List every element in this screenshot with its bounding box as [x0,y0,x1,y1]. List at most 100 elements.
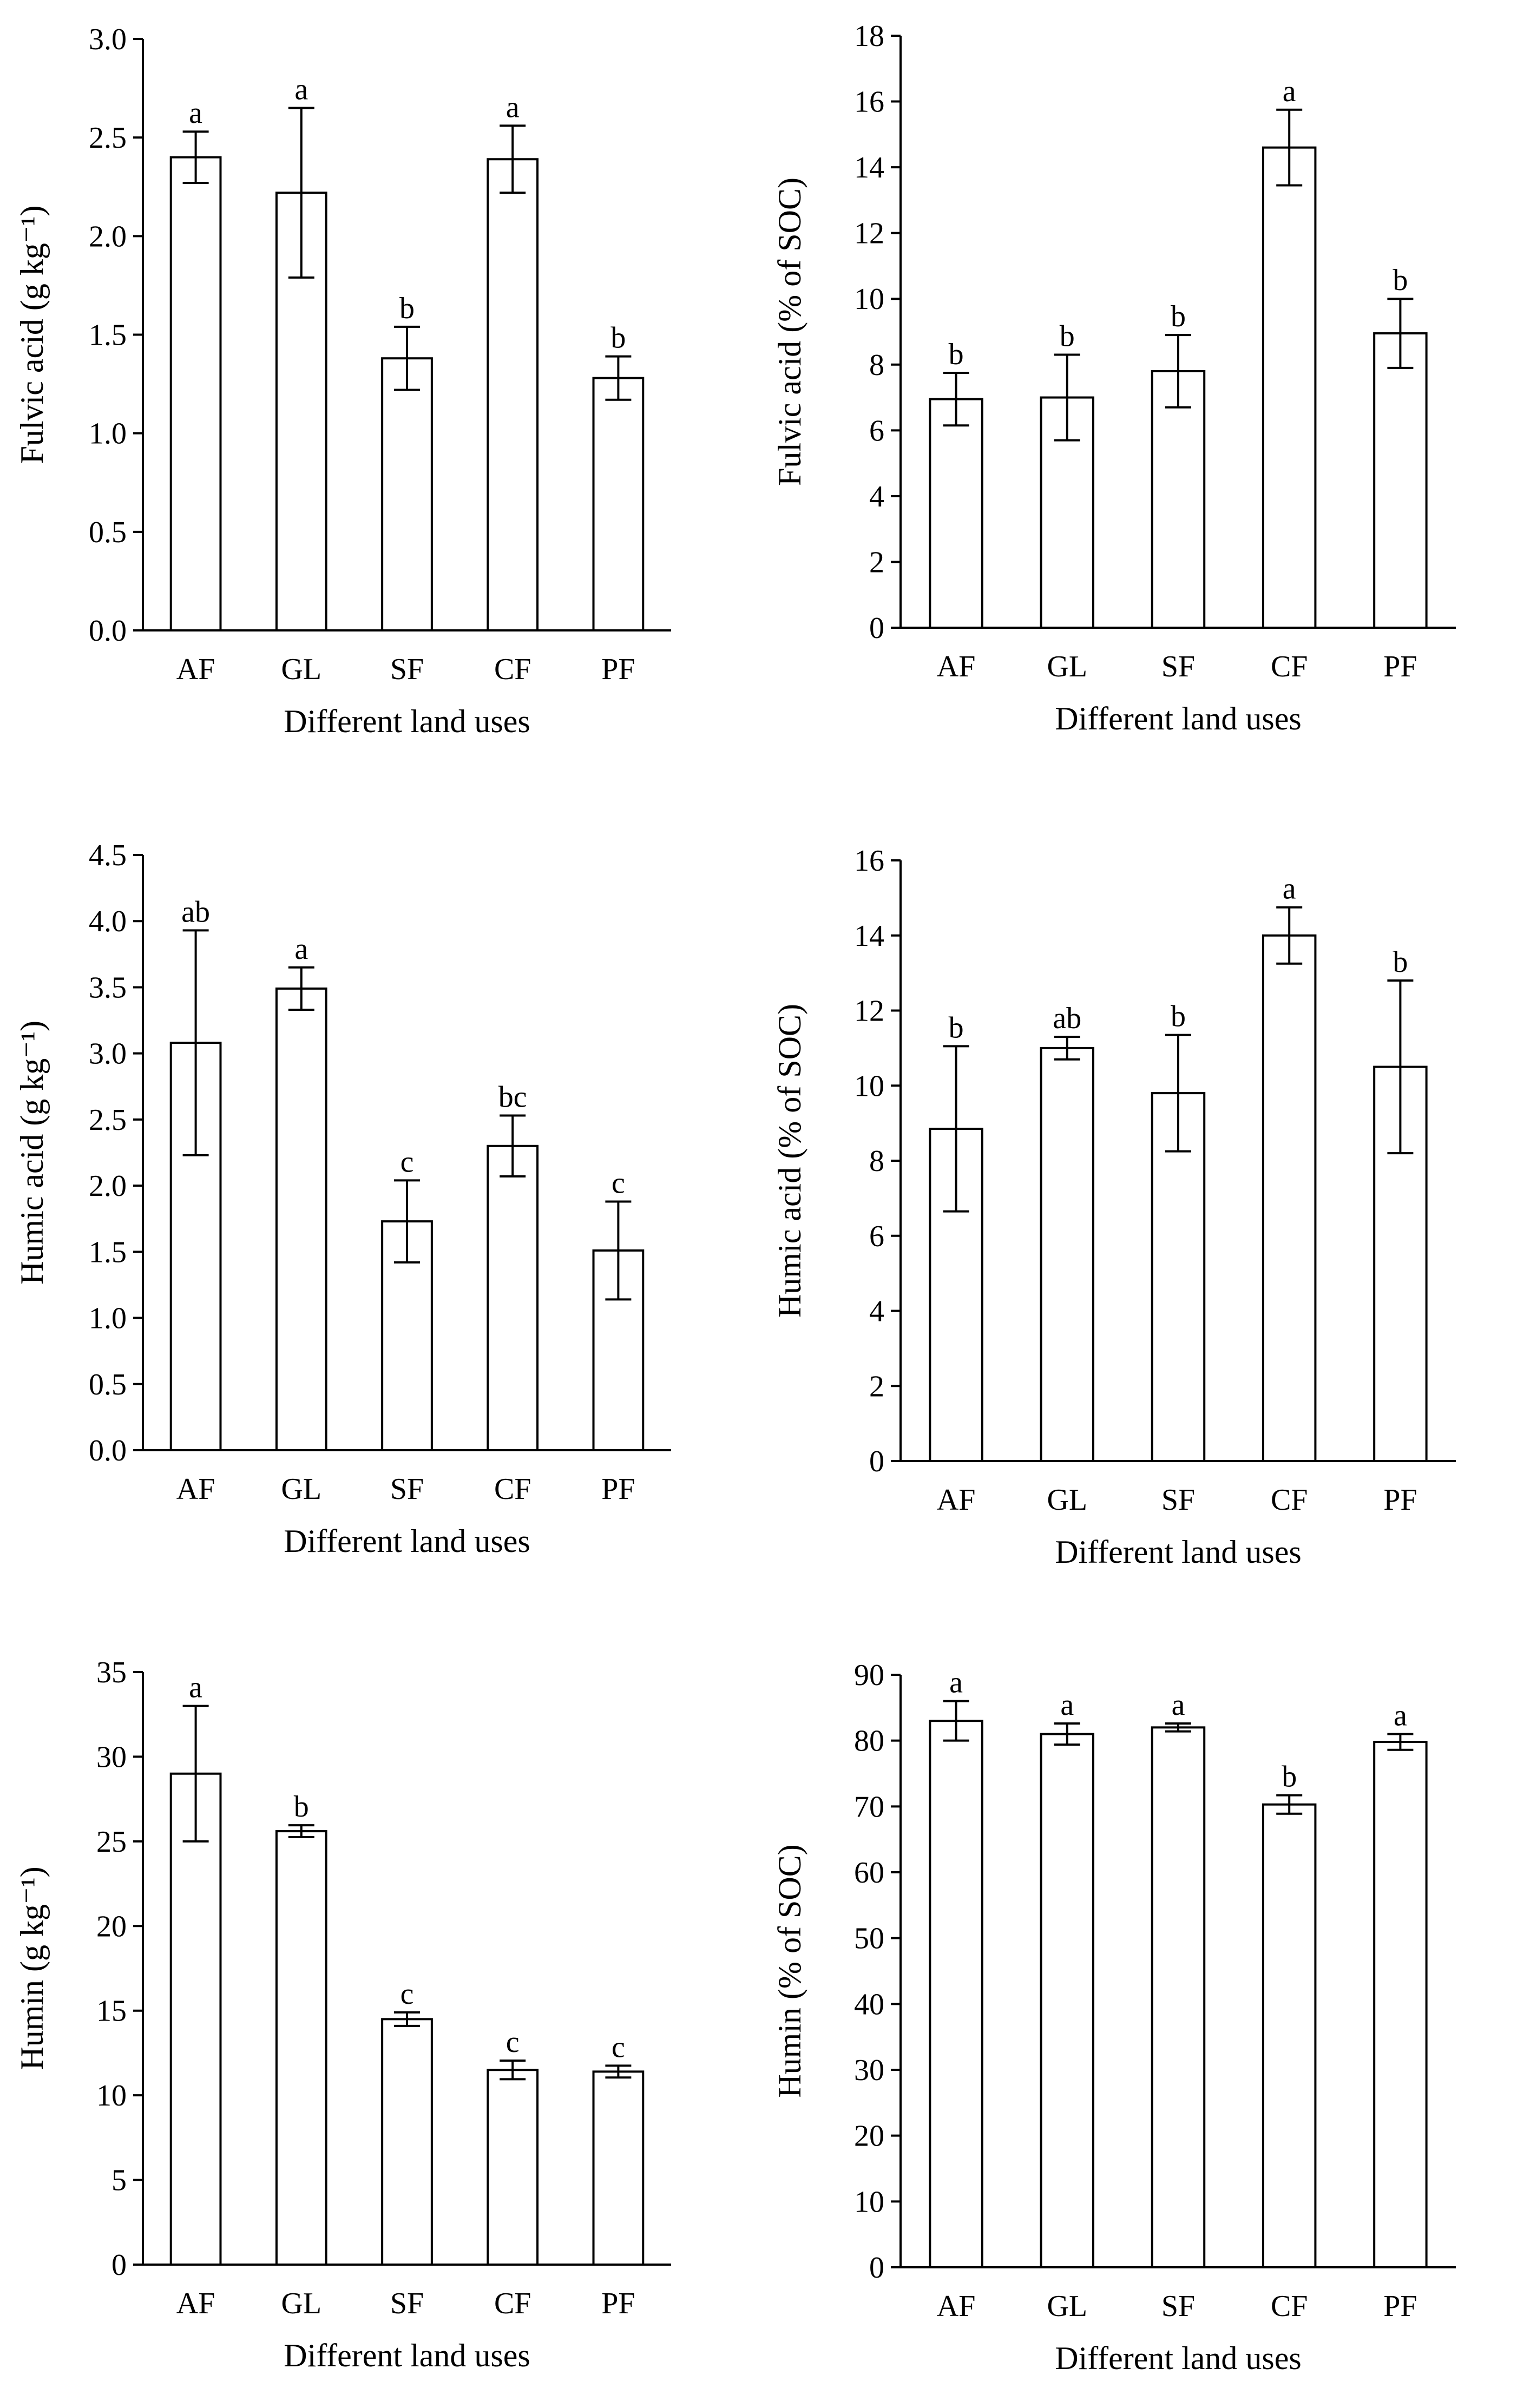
bar-SF [381,2018,433,2266]
y-tick-label: 50 [854,1922,884,1956]
x-tick-label: CF [494,653,531,686]
y-tick-label: 2 [869,545,884,579]
x-tick-label: PF [1383,2289,1417,2323]
x-axis-title: Different land uses [1055,1534,1301,1570]
significance-label: ab [181,895,210,929]
x-tick-label: GL [1047,2289,1087,2323]
y-tick-label: 25 [96,1825,127,1859]
x-tick-label: CF [1271,650,1308,683]
bar-GL [1040,1047,1095,1462]
y-tick-label: 4 [869,480,884,514]
x-axis-title: Different land uses [284,2338,530,2373]
significance-label: c [400,1977,414,2011]
x-tick-label: PF [1383,650,1417,683]
y-tick-label: 4.0 [89,905,127,938]
bar-CF [1262,146,1317,629]
significance-label: b [1393,264,1408,297]
y-tick-label: 1.0 [89,1302,127,1335]
significance-label: a [294,932,308,966]
y-tick-label: 10 [96,2079,127,2113]
y-tick-label: 20 [854,2120,884,2153]
x-tick-label: PF [601,653,635,686]
bar-PF [592,2070,645,2266]
significance-label: b [1171,1000,1186,1034]
y-tick-label: 5 [111,2164,127,2198]
x-tick-label: GL [281,2287,321,2320]
y-tick-label: 10 [854,1069,884,1103]
chart-panel-6: 0 10 20 30 40 50 60 70 80 90 a AF a GL a SF b CF a PF Differ… [772,1659,1456,2376]
bar-AF [929,398,983,629]
significance-label: a [1172,1688,1185,1722]
x-tick-label: GL [281,653,321,686]
bar-SF [1151,1726,1206,2268]
x-axis-title: Different land uses [1055,701,1301,736]
bar-AF [169,156,222,632]
bar-GL [275,1830,327,2266]
x-tick-label: SF [1161,650,1195,683]
y-tick-label: 6 [869,414,884,448]
bar-SF [1151,1092,1206,1462]
chart-panel-5: 0 5 10 15 20 25 30 35 a AF b GL c SF c CF c PF Different l… [14,1656,671,2373]
bar-PF [1373,332,1428,629]
y-tick-label: 10 [854,2185,884,2219]
y-tick-label: 4 [869,1295,884,1328]
y-tick-label: 2.0 [89,220,127,253]
x-tick-label: AF [937,1483,976,1517]
y-tick-label: 1.5 [89,319,127,352]
x-tick-label: GL [1047,1483,1087,1517]
significance-label: b [1282,1760,1297,1794]
x-tick-label: SF [1161,1483,1195,1517]
y-tick-label: 60 [854,1856,884,1890]
y-tick-label: 0 [869,611,884,645]
significance-label: a [1283,872,1296,906]
y-tick-label: 14 [854,919,884,953]
y-axis-title: Humin (% of SOC) [772,1844,807,2097]
significance-label: c [506,2025,520,2059]
bar-CF [487,158,539,631]
x-tick-label: PF [1383,1483,1417,1517]
bar-AF [169,1772,222,2266]
y-tick-label: 15 [96,1995,127,2028]
y-tick-label: 1.5 [89,1235,127,1269]
x-tick-label: SF [390,2287,424,2320]
significance-label: b [1393,945,1408,979]
x-tick-label: AF [176,653,215,686]
y-axis-title: Humic acid (% of SOC) [772,1004,807,1318]
y-axis-title: Humic acid (g kg⁻¹) [14,1021,50,1285]
bar-CF [487,2069,539,2266]
bar-CF [487,1144,539,1452]
bar-PF [1373,1741,1428,2269]
x-tick-label: PF [601,1472,635,1506]
y-tick-label: 3.0 [89,1037,127,1071]
significance-label: ab [1053,1002,1081,1035]
y-axis-title: Fulvic acid (g kg⁻¹) [14,206,50,464]
y-tick-label: 30 [96,1740,127,1774]
significance-label: a [189,1671,202,1705]
y-tick-label: 20 [96,1910,127,1943]
y-tick-label: 12 [854,995,884,1028]
significance-label: c [612,2030,625,2064]
significance-label: a [189,96,202,130]
significance-label: a [506,90,520,124]
significance-label: c [400,1145,414,1179]
y-axis-title: Humin (g kg⁻¹) [14,1866,50,2070]
y-tick-label: 0.5 [89,516,127,549]
y-tick-label: 1.0 [89,417,127,451]
y-tick-label: 0.0 [89,1434,127,1468]
y-tick-label: 16 [854,844,884,878]
y-tick-label: 8 [869,1144,884,1178]
significance-label: a [949,1666,963,1700]
chart-panel-2: 0 2 4 6 8 10 12 14 16 18 b AF b GL b SF a CF b PF Different … [772,19,1456,736]
x-tick-label: CF [1271,2289,1308,2323]
significance-label: c [612,1166,625,1200]
x-tick-label: AF [176,2287,215,2320]
x-tick-label: AF [176,1472,215,1506]
y-tick-label: 0.0 [89,614,127,648]
y-tick-label: 70 [854,1790,884,1824]
y-tick-label: 8 [869,348,884,382]
y-tick-label: 14 [854,151,884,185]
significance-label: b [949,338,964,371]
y-tick-label: 12 [854,217,884,251]
chart-panel-3: 0.0 0.5 1.0 1.5 2.0 2.5 3.0 3.5 4.0 4.5 ab AF a GL c SF… [14,839,671,1559]
